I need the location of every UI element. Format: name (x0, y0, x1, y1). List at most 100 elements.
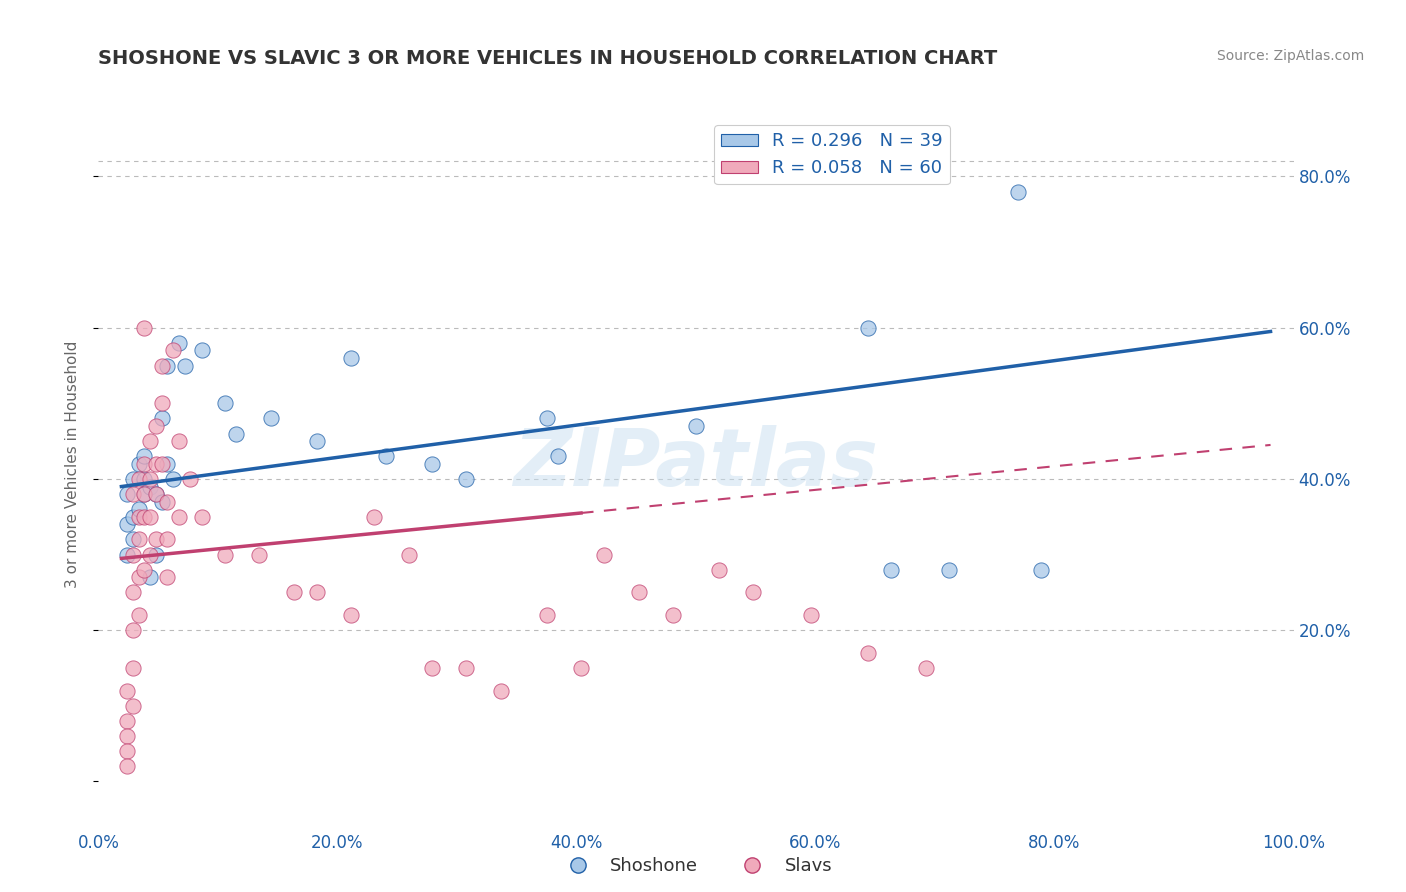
Point (128, 472, 150, 486)
Point (162, 472, 184, 486)
Point (627, 585, 650, 599)
Point (685, 419, 707, 434)
Point (139, 472, 162, 486)
Point (398, 548, 420, 562)
Point (139, 434, 162, 449)
Point (536, 608, 558, 623)
Point (374, 450, 396, 464)
Point (115, 744, 138, 758)
Point (122, 509, 145, 524)
Y-axis label: 3 or more Vehicles in Household: 3 or more Vehicles in Household (65, 340, 80, 588)
Point (247, 548, 270, 562)
Point (363, 509, 385, 524)
Point (115, 548, 138, 562)
Point (179, 472, 201, 486)
Point (150, 457, 173, 471)
Point (162, 343, 184, 358)
Point (139, 548, 162, 562)
Point (214, 548, 236, 562)
Point (191, 343, 214, 358)
Point (858, 320, 880, 334)
Text: 80.0%: 80.0% (1028, 834, 1081, 852)
Point (145, 533, 167, 547)
Point (156, 457, 179, 471)
Point (150, 359, 173, 373)
Point (593, 548, 616, 562)
Legend: Shoshone, Slavs: Shoshone, Slavs (553, 850, 839, 883)
Point (489, 683, 512, 698)
Point (167, 509, 190, 524)
Point (167, 434, 190, 449)
Point (225, 426, 247, 441)
Point (340, 351, 363, 365)
Point (662, 608, 685, 623)
Point (139, 509, 162, 524)
Point (128, 608, 150, 623)
Point (938, 563, 960, 577)
Point (707, 563, 730, 577)
Text: Source: ZipAtlas.com: Source: ZipAtlas.com (1216, 49, 1364, 63)
Point (150, 494, 173, 508)
Point (115, 714, 138, 728)
Point (122, 548, 145, 562)
Point (173, 359, 195, 373)
Point (880, 563, 903, 577)
Point (128, 570, 150, 584)
Point (547, 450, 569, 464)
Point (456, 472, 478, 486)
Text: 20.0%: 20.0% (311, 834, 364, 852)
Point (858, 646, 880, 660)
Point (420, 661, 443, 675)
Point (122, 487, 145, 501)
Point (145, 419, 167, 434)
Point (115, 729, 138, 743)
Point (122, 585, 145, 599)
Point (128, 502, 150, 516)
Text: 0.0%: 0.0% (77, 834, 120, 852)
Point (128, 533, 150, 547)
Point (145, 487, 167, 501)
Point (305, 585, 328, 599)
Point (145, 457, 167, 471)
Point (122, 472, 145, 486)
Text: 40.0%: 40.0% (550, 834, 603, 852)
Text: 60.0%: 60.0% (789, 834, 842, 852)
Point (128, 509, 150, 524)
Point (122, 533, 145, 547)
Point (145, 548, 167, 562)
Point (134, 320, 156, 334)
Point (569, 661, 592, 675)
Point (1007, 185, 1029, 199)
Point (456, 661, 478, 675)
Point (214, 396, 236, 410)
Text: SHOSHONE VS SLAVIC 3 OR MORE VEHICLES IN HOUSEHOLD CORRELATION CHART: SHOSHONE VS SLAVIC 3 OR MORE VEHICLES IN… (98, 49, 998, 68)
Point (914, 661, 936, 675)
Point (800, 608, 823, 623)
Point (156, 570, 179, 584)
Point (115, 517, 138, 532)
Point (134, 457, 156, 471)
Point (150, 396, 173, 410)
Text: ZIPatlas: ZIPatlas (513, 425, 879, 503)
Point (191, 509, 214, 524)
Point (115, 683, 138, 698)
Point (115, 759, 138, 773)
Point (115, 487, 138, 501)
Point (139, 570, 162, 584)
Point (305, 434, 328, 449)
Point (340, 608, 363, 623)
Point (156, 494, 179, 508)
Point (122, 661, 145, 675)
Point (150, 411, 173, 425)
Point (122, 624, 145, 638)
Point (742, 585, 765, 599)
Point (122, 698, 145, 713)
Point (283, 585, 305, 599)
Point (134, 487, 156, 501)
Point (260, 411, 283, 425)
Point (536, 411, 558, 425)
Point (1029, 563, 1052, 577)
Point (134, 472, 156, 486)
Point (134, 509, 156, 524)
Point (167, 335, 190, 350)
